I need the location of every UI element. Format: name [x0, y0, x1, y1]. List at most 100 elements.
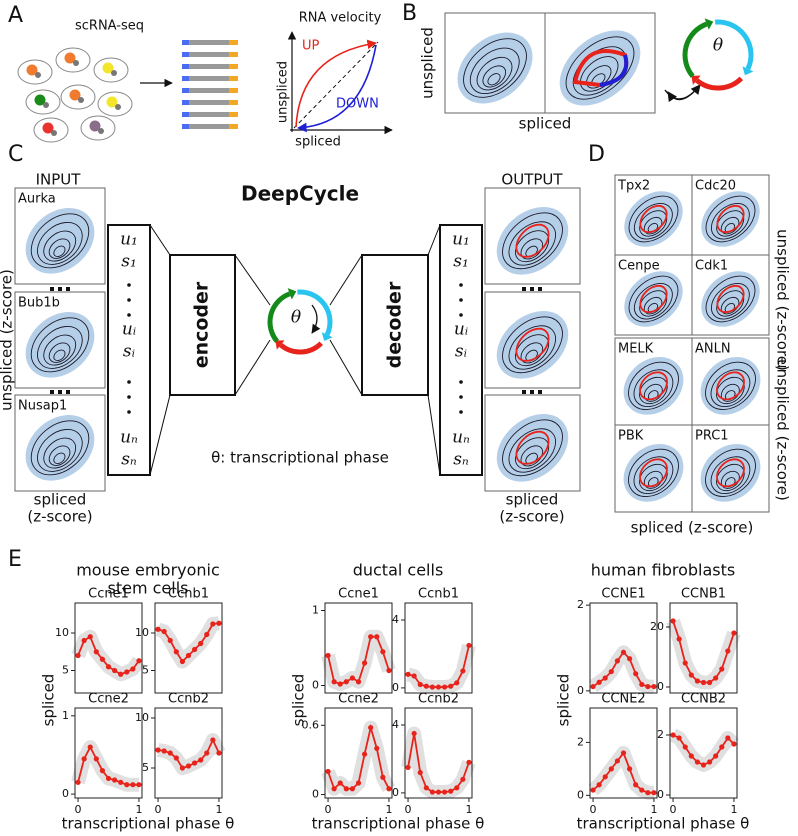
- contour: [502, 419, 563, 477]
- contour: [628, 275, 679, 323]
- group-title: human fibroblasts: [591, 561, 736, 580]
- trend-point: [216, 620, 222, 626]
- cell-marker: [115, 104, 121, 110]
- contour: [48, 445, 71, 466]
- cell-marker: [98, 128, 104, 134]
- gene-label: Cdc20: [695, 179, 736, 194]
- plot-title: CCNB1: [681, 587, 726, 602]
- density-plot: [484, 394, 581, 492]
- density-plot: [484, 187, 581, 285]
- contour: [716, 463, 745, 492]
- contour: [705, 195, 756, 243]
- y-tick-label: 0: [577, 684, 584, 697]
- encoder-label: encoder: [191, 281, 213, 368]
- ellipsis-dot: [522, 287, 526, 291]
- contour: [53, 349, 66, 362]
- contour: [628, 448, 679, 497]
- contour: [502, 212, 563, 270]
- input-label: INPUT: [36, 171, 82, 189]
- line-plot: Ccnb2 0 4 0 1: [392, 692, 476, 816]
- vector-entry: u₁: [452, 230, 470, 250]
- trend-point: [118, 671, 124, 677]
- trend-point: [411, 730, 417, 737]
- ellipsis-dot: [459, 380, 463, 384]
- read: [182, 88, 189, 93]
- vector-entry: sₙ: [121, 450, 137, 470]
- vector-entry: uₙ: [452, 428, 470, 448]
- connector: [149, 394, 171, 476]
- trend-point: [179, 658, 186, 665]
- contour: [639, 463, 668, 492]
- trend-point: [75, 779, 81, 785]
- ellipsis-dot: [459, 395, 463, 399]
- y-tick-label: 20: [650, 620, 664, 633]
- contour: [463, 38, 527, 98]
- cell-cloud: [25, 207, 95, 274]
- trend-point: [713, 675, 719, 681]
- panel-label: C: [8, 142, 23, 167]
- plot-title: Ccnb2: [168, 692, 209, 707]
- trend-point: [719, 666, 725, 672]
- contour: [565, 36, 635, 100]
- trend-point: [411, 673, 417, 679]
- trend-point: [423, 785, 429, 791]
- y-tick-label: 2: [577, 598, 584, 611]
- trend-point: [651, 790, 657, 796]
- cell-marker: [64, 52, 76, 64]
- trend-point: [386, 786, 392, 792]
- density-plot: ANLN: [691, 337, 770, 426]
- phase-arc: [695, 76, 744, 91]
- cell: [80, 115, 116, 141]
- trend-point: [368, 634, 374, 640]
- read: [189, 112, 229, 117]
- y-label: unspliced (z-score): [774, 359, 792, 501]
- ellipsis-dot: [66, 287, 70, 291]
- trend-point: [590, 787, 596, 793]
- y-label: spliced: [290, 674, 308, 727]
- trend-point: [694, 678, 701, 684]
- trend-point: [361, 751, 368, 757]
- cell-marker: [73, 60, 79, 66]
- plot-title: Ccne2: [88, 692, 129, 707]
- trend-point: [136, 782, 142, 788]
- cell-marker: [43, 102, 49, 108]
- contour: [37, 325, 83, 369]
- contour: [508, 221, 556, 266]
- trend-point: [87, 744, 93, 750]
- gene-label: Cenpe: [618, 259, 660, 274]
- up-label: UP: [302, 39, 320, 54]
- panel-label: A: [8, 3, 23, 28]
- read: [189, 88, 229, 93]
- phase-arrowhead: [704, 18, 714, 30]
- cell: [55, 47, 91, 73]
- contour: [43, 334, 77, 366]
- trend-point: [337, 681, 343, 687]
- cell-cloud: [25, 414, 95, 481]
- y-tick-label: 0.6: [302, 718, 320, 731]
- panel-c: C INPUT OUTPUT DeepCycle unspliced (z-sc…: [0, 142, 581, 526]
- ellipsis-dot: [127, 410, 131, 414]
- contour: [705, 361, 756, 410]
- contour: [514, 334, 550, 367]
- cell-marker: [78, 97, 84, 103]
- trend-point: [191, 760, 198, 766]
- read: [182, 40, 189, 45]
- trend-point: [185, 652, 192, 659]
- density-plot: PRC1: [691, 424, 770, 513]
- x-tick-label: 1: [135, 803, 142, 816]
- ellipsis-dot: [50, 390, 54, 394]
- arrow: [311, 304, 321, 334]
- trend-point: [639, 681, 645, 688]
- contour: [53, 452, 66, 465]
- read: [229, 124, 238, 129]
- trend-point: [620, 649, 627, 655]
- read: [189, 76, 229, 81]
- trend-point: [130, 782, 136, 788]
- trend-point: [136, 658, 142, 664]
- trend-point: [210, 621, 216, 627]
- cell: [33, 117, 69, 143]
